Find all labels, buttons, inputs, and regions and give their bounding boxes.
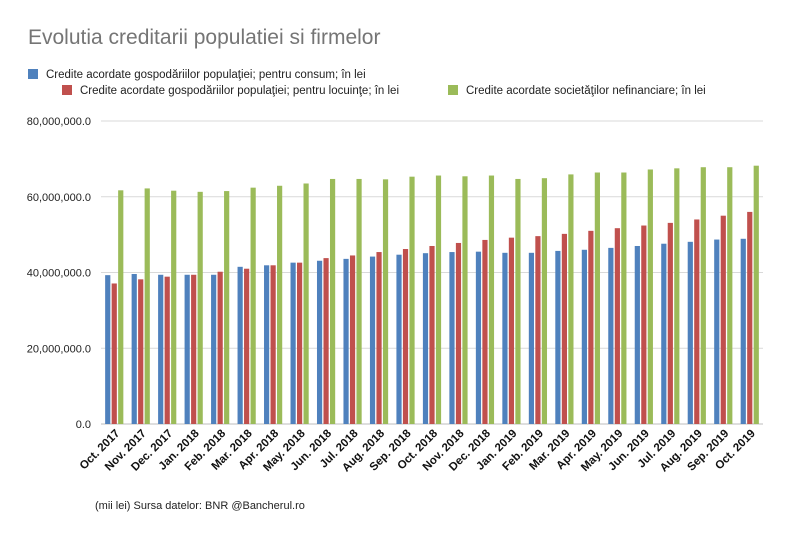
bar-series-0-4 bbox=[211, 274, 217, 424]
bar-series-2-13 bbox=[462, 176, 468, 424]
bar-series-1-2 bbox=[164, 276, 170, 424]
y-tick-label: 0.0 bbox=[76, 419, 91, 431]
legend-swatch-companies bbox=[448, 85, 458, 95]
bar-series-2-3 bbox=[197, 191, 203, 424]
bar-series-2-9 bbox=[356, 178, 362, 424]
bar-series-2-1 bbox=[144, 188, 150, 424]
bar-series-0-20 bbox=[634, 245, 640, 424]
bar-series-1-0 bbox=[111, 283, 117, 424]
bar-series-2-17 bbox=[568, 174, 574, 424]
bar-series-0-12 bbox=[422, 253, 429, 424]
bar-series-2-18 bbox=[594, 172, 600, 424]
bar-series-0-9 bbox=[343, 258, 349, 424]
bar-series-1-11 bbox=[402, 249, 409, 424]
bar-series-0-10 bbox=[369, 256, 376, 424]
bar-series-1-14 bbox=[482, 239, 488, 424]
legend-item-companies: Credite acordate societăţilor nefinancia… bbox=[448, 85, 706, 97]
bar-series-0-22 bbox=[687, 241, 693, 424]
y-tick-label: 60,000,000.0 bbox=[27, 192, 91, 204]
bar-series-0-19 bbox=[608, 247, 614, 424]
legend-item-consumer: Credite acordate gospodăriilor populaţie… bbox=[28, 69, 366, 81]
bar-series-2-8 bbox=[329, 178, 336, 424]
bar-series-2-5 bbox=[250, 187, 256, 424]
bar-series-2-14 bbox=[488, 175, 495, 424]
bar-series-1-22 bbox=[694, 219, 700, 424]
bar-series-0-18 bbox=[581, 249, 587, 424]
bar-series-2-20 bbox=[647, 169, 653, 424]
bar-series-2-7 bbox=[303, 183, 309, 424]
bar-series-0-14 bbox=[475, 251, 482, 424]
legend-label-consumer: Credite acordate gospodăriilor populaţie… bbox=[46, 69, 366, 81]
bar-series-1-4 bbox=[217, 271, 223, 424]
bar-series-1-8 bbox=[323, 258, 329, 424]
bar-series-2-23 bbox=[727, 167, 733, 424]
legend-label-housing: Credite acordate gospodăriilor populaţie… bbox=[80, 85, 400, 97]
bar-series-0-11 bbox=[396, 254, 402, 424]
legend-item-housing: Credite acordate gospodăriilor populaţie… bbox=[62, 85, 399, 97]
bar-series-1-17 bbox=[561, 233, 567, 424]
bar-series-0-3 bbox=[184, 274, 190, 424]
y-tick-label: 20,000,000.0 bbox=[27, 343, 91, 355]
bar-series-1-21 bbox=[667, 222, 673, 424]
bar-series-0-17 bbox=[555, 250, 561, 424]
bar-series-2-2 bbox=[171, 190, 177, 424]
legend-label-companies: Credite acordate societăţilor nefinancia… bbox=[466, 85, 706, 97]
bar-series-2-16 bbox=[541, 178, 548, 424]
bar-series-1-13 bbox=[455, 242, 462, 424]
bar-series-2-19 bbox=[621, 172, 627, 424]
bar-series-0-16 bbox=[528, 252, 535, 424]
bar-series-1-3 bbox=[191, 274, 197, 424]
bar-series-1-15 bbox=[508, 237, 515, 424]
legend-swatch-consumer bbox=[28, 69, 38, 79]
source-note: (mii lei) Sursa datelor: BNR @Bancherul.… bbox=[95, 500, 305, 512]
chart-title: Evolutia creditarii populatiei si firmel… bbox=[28, 26, 381, 49]
legend-swatch-housing bbox=[62, 85, 72, 95]
bar-series-1-7 bbox=[297, 262, 303, 424]
bar-series-0-6 bbox=[264, 265, 270, 424]
bar-series-2-24 bbox=[753, 165, 759, 424]
bar-series-0-0 bbox=[105, 275, 111, 424]
bar-series-0-23 bbox=[714, 239, 720, 424]
bar-series-1-6 bbox=[270, 265, 276, 424]
bar-series-1-24 bbox=[747, 211, 753, 424]
bar-series-2-11 bbox=[409, 176, 415, 424]
bar-series-1-23 bbox=[720, 215, 726, 424]
bar-series-1-16 bbox=[535, 236, 541, 424]
bar-series-2-0 bbox=[118, 190, 124, 424]
bar-series-0-13 bbox=[449, 252, 455, 424]
bar-series-0-7 bbox=[290, 262, 296, 424]
bar-series-1-9 bbox=[349, 255, 356, 424]
bar-series-0-5 bbox=[237, 266, 243, 424]
bar-series-2-21 bbox=[674, 168, 680, 424]
bar-series-1-18 bbox=[588, 230, 594, 424]
bar-series-1-20 bbox=[641, 225, 647, 424]
bar-series-1-1 bbox=[138, 279, 144, 424]
y-tick-label: 80,000,000.0 bbox=[27, 116, 91, 128]
bar-series-2-10 bbox=[382, 179, 389, 424]
bar-series-0-24 bbox=[740, 238, 746, 424]
y-tick-label: 40,000,000.0 bbox=[27, 268, 91, 280]
bar-series-0-2 bbox=[158, 274, 164, 424]
bar-series-2-4 bbox=[224, 191, 230, 424]
bar-series-2-12 bbox=[435, 175, 442, 424]
bar-series-0-21 bbox=[661, 243, 667, 424]
bar-series-1-19 bbox=[614, 228, 620, 424]
bar-series-2-22 bbox=[700, 167, 706, 424]
bar-series-0-15 bbox=[502, 252, 508, 424]
bar-series-0-8 bbox=[316, 260, 323, 424]
bar-series-2-15 bbox=[515, 178, 521, 424]
bar-series-1-12 bbox=[429, 245, 435, 424]
bar-series-0-1 bbox=[131, 274, 137, 424]
bar-series-2-6 bbox=[277, 185, 283, 424]
bar-series-1-5 bbox=[244, 268, 250, 424]
bar-series-1-10 bbox=[376, 252, 382, 424]
